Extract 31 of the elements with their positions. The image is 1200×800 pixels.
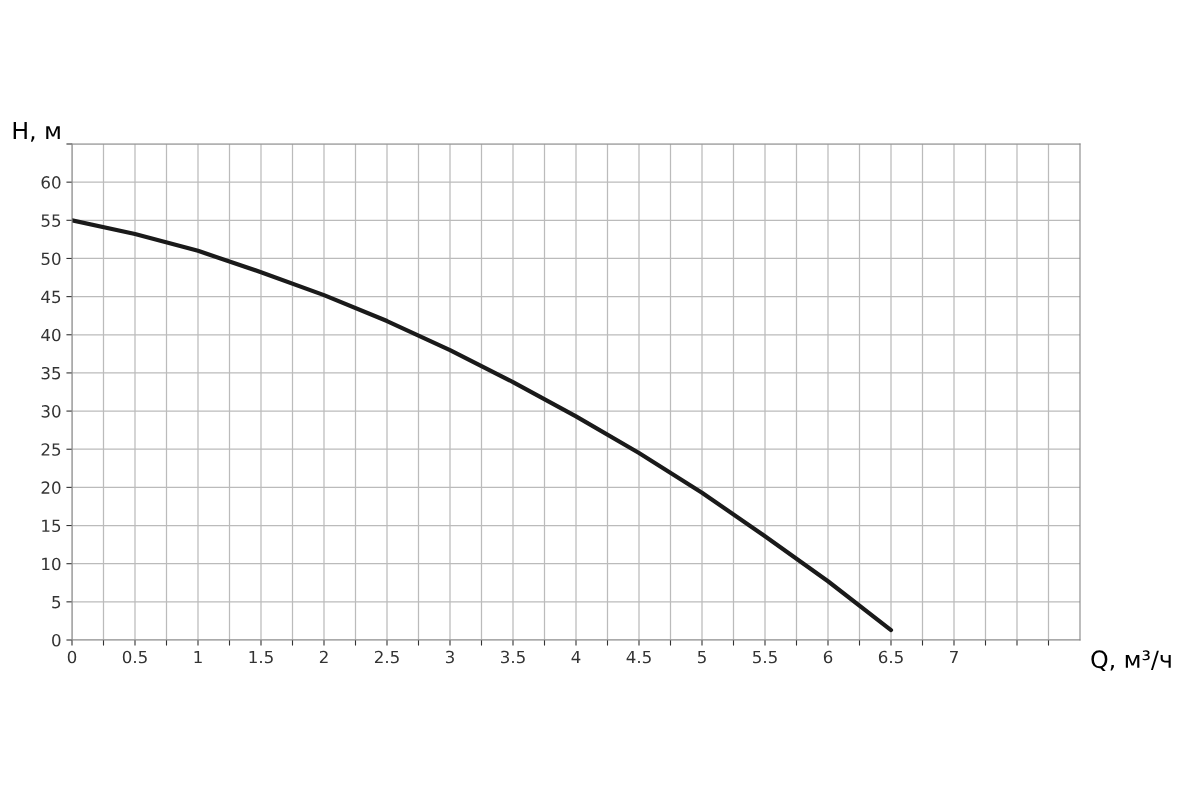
y-tick-label: 10: [42, 557, 61, 571]
y-tick-label: 55: [41, 214, 61, 227]
y-tick-label: 40: [41, 328, 61, 342]
y-tick-label: 0: [52, 633, 61, 647]
y-tick-label: 35: [41, 366, 61, 380]
y-axis-title: H, м: [13, 121, 60, 142]
y-tick-label: 30: [41, 405, 61, 418]
x-tick-label: 4: [571, 650, 581, 664]
x-tick-label: 6.5: [878, 650, 903, 664]
y-tick-label: 50: [41, 252, 61, 266]
x-tick-label: 3.5: [501, 650, 525, 664]
y-tick-label: 60: [41, 176, 61, 189]
y-tick-label: 5: [52, 596, 61, 609]
x-tick-label: 5: [697, 650, 706, 664]
x-tick-label: 7: [950, 650, 958, 664]
x-tick-label: 2.5: [374, 650, 399, 664]
x-tick-label: 3: [445, 650, 454, 664]
x-axis-title: Q, м³/ч: [1091, 650, 1171, 671]
x-tick-label: 5.5: [753, 650, 777, 664]
x-tick-label: 6: [823, 650, 833, 664]
line-series: [72, 218, 894, 633]
x-tick-label: 2: [319, 650, 328, 664]
y-tick-label: 15: [42, 519, 61, 533]
x-tick-label: 0.5: [122, 650, 147, 664]
y-tick-label: 25: [41, 443, 61, 456]
x-tick-label: 1: [194, 650, 202, 664]
y-tick-label: 45: [41, 290, 61, 304]
x-tick-label: 0: [67, 650, 77, 664]
x-tick-label: 1.5: [249, 650, 273, 664]
x-tick-label: 4.5: [626, 650, 651, 664]
y-tick-label: 20: [41, 481, 61, 494]
